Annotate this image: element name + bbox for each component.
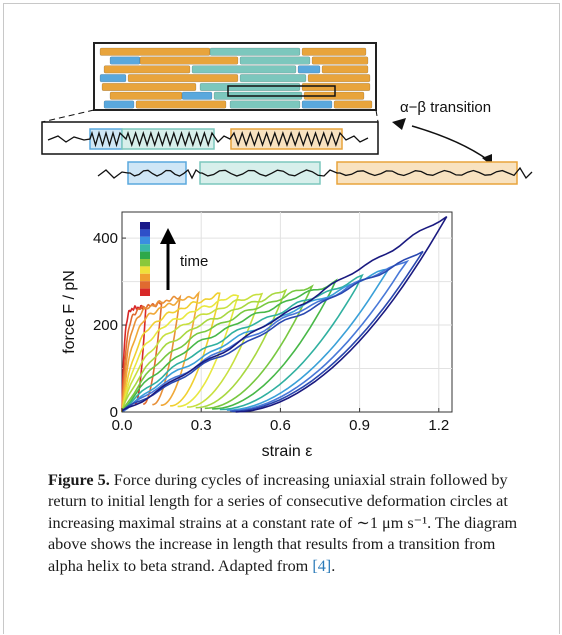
time-arrow [160,228,176,290]
fibre-segment [297,65,321,74]
fibre-segment [99,74,127,83]
x-axis-label: strain ε [262,443,313,460]
colorbar-swatch [140,288,150,296]
colorbar-swatch [140,266,150,274]
strain-cycle-curve [121,273,364,413]
y-tick-label: 0 [110,404,118,421]
transition-arrow [411,125,489,161]
fibre-segment [101,82,197,91]
fibre-bundle-box [93,42,377,111]
y-tick-labels: 0 200 400 [93,230,126,421]
strain-cycle-curve [121,294,240,413]
fibre-segment [301,100,333,109]
figure-caption: Figure 5. Force during cycles of increas… [48,470,528,577]
fibre-segment [99,47,211,56]
helix-chain [47,130,369,148]
fibre-bundle [99,47,373,109]
strain-cycle-curve [121,268,391,413]
y-tick-label: 400 [93,230,118,247]
fibre-segment [139,56,239,65]
colorbar-swatch [140,244,150,252]
fibre-segment [181,91,213,100]
fibre-segment [311,56,369,65]
colorbar-swatch [140,251,150,259]
fibre-segment [239,56,311,65]
strain-cycle-curve [121,284,314,412]
time-colorbar [140,222,150,296]
strain-cycle-curve [121,278,338,413]
curves [121,215,448,413]
strand-orange-segment [336,161,518,185]
strain-cycle-curve [121,250,424,413]
colorbar-label: time [180,253,208,270]
reference-link[interactable]: [4] [312,556,332,575]
caption-end: . [331,556,336,575]
x-tick-label: 0.0 [112,417,133,434]
fibre-segment [135,100,227,109]
fibre-segment [209,47,301,56]
force-strain-chart: time 0.0 0.3 0.6 0.9 1.2 0 200 400 strain ε fo… [61,211,453,460]
fibre-segment [301,82,371,91]
x-tick-labels: 0.0 0.3 0.6 0.9 1.2 [112,408,449,434]
colorbar-swatch [140,236,150,245]
y-axis-label: force F / pN [61,270,78,354]
fibre-segment [301,47,367,56]
helix-strand-schematic: α−β transition [41,42,533,185]
fibre-segment [229,100,301,109]
y-tick-label: 200 [93,317,118,334]
colorbar-swatch [140,273,150,282]
zoom-box [227,85,336,97]
fibre-segment [239,74,307,83]
fibre-segment [191,65,297,74]
fibre-segment [109,91,183,100]
strand-teal-segment [199,161,321,185]
colorbar-swatch [140,229,150,237]
strain-cycle-curve [121,292,221,413]
x-tick-label: 0.6 [270,417,291,434]
fibre-segment [103,100,135,109]
fibre-segment [333,100,373,109]
strain-cycle-curve [121,288,288,411]
colorbar-swatch [140,222,150,230]
fibre-segment [199,82,301,91]
caption-text: Force during cycles of increasing uniaxi… [48,471,518,575]
grid [122,212,452,412]
colorbar-swatch [140,259,150,267]
x-tick-label: 0.3 [191,417,212,434]
fibre-segment [321,65,369,74]
colorbar-swatch [140,281,150,289]
strain-cycle-curve [121,215,448,413]
strand-chain [97,166,533,180]
transition-label: α−β transition [400,99,491,116]
x-tick-label: 1.2 [428,417,449,434]
strain-cycle-curve [121,292,264,413]
fibre-segment [127,74,239,83]
fibre-segment [109,56,141,65]
figure-label: Figure 5. [48,471,110,489]
strand-blue-segment [127,161,187,185]
fibre-segment [307,74,371,83]
x-tick-label: 0.9 [349,417,370,434]
fibre-segment [103,65,191,74]
